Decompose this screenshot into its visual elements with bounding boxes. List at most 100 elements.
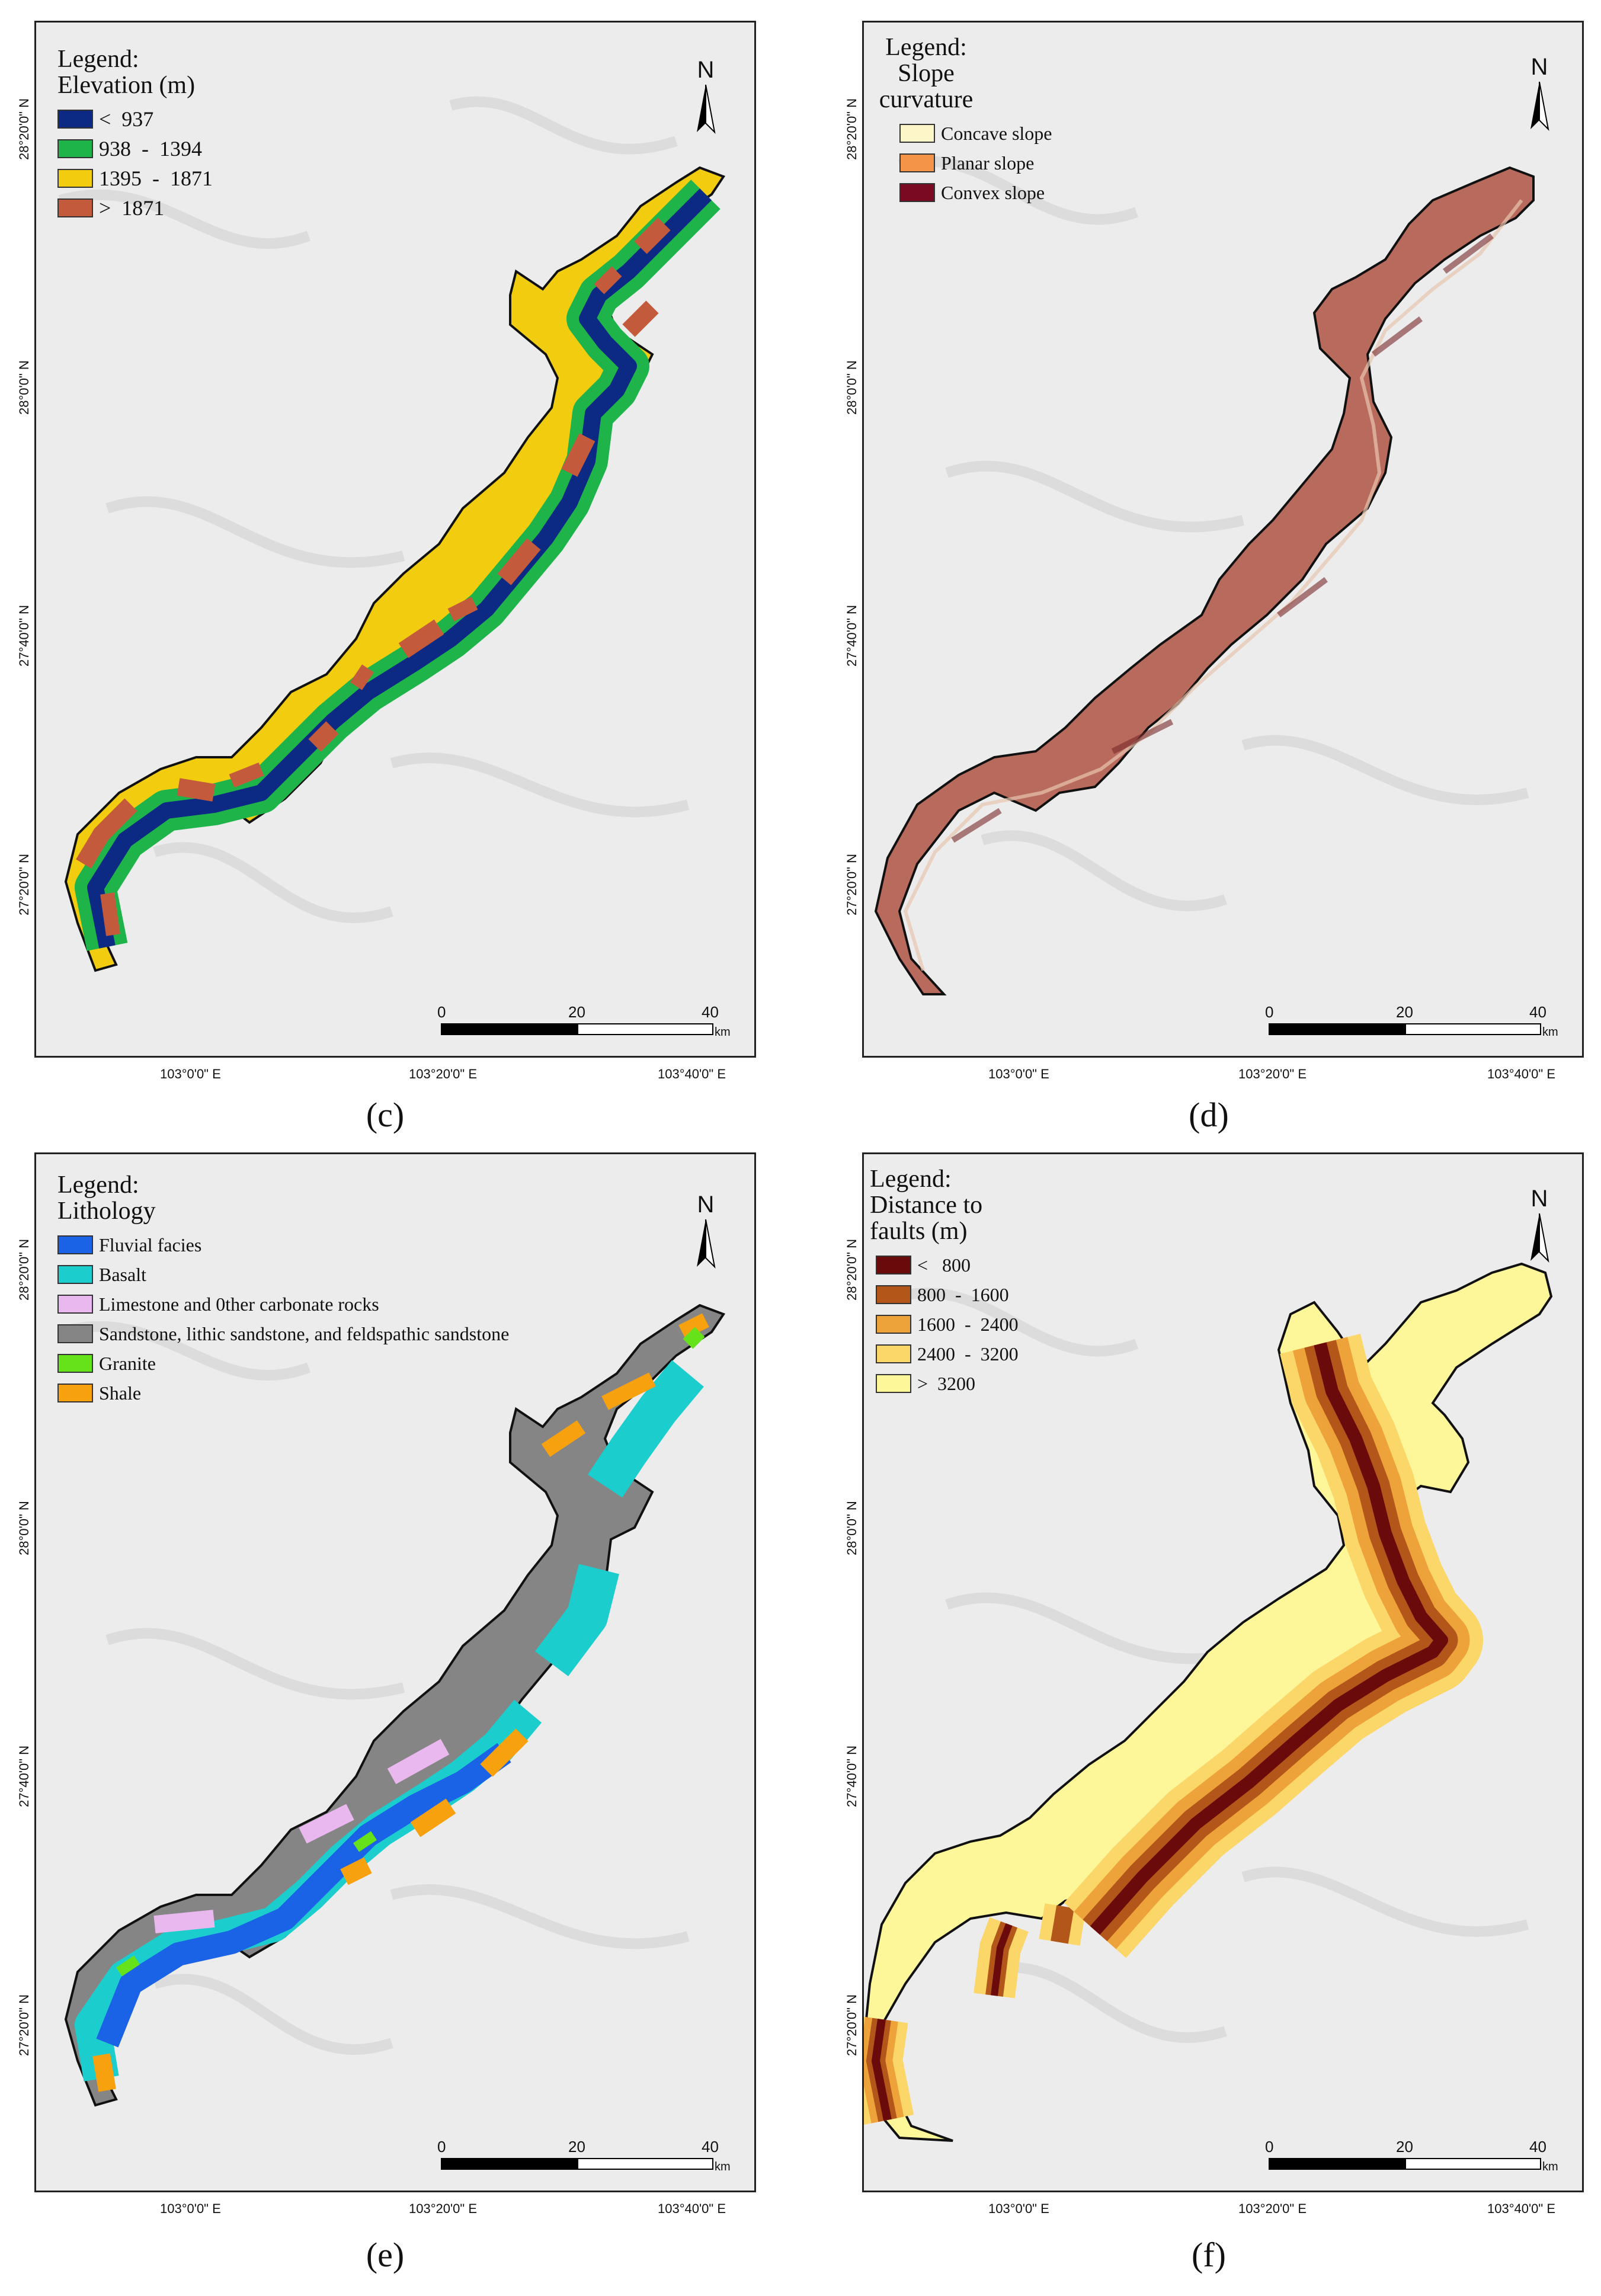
legend-items: < 937 938 - 1394 1395 - 1871 > 1871: [57, 104, 213, 223]
legend-label: > 1871: [99, 196, 165, 220]
north-label: N: [1530, 1186, 1548, 1212]
north-label: N: [697, 1192, 715, 1218]
north-arrow-icon: [697, 1219, 716, 1269]
scale-unit: km: [715, 1026, 731, 1039]
lon-label: 103°0'0" E: [988, 1067, 1049, 1081]
legend-swatch: [57, 1295, 93, 1314]
lat-label: 27°40'0" N: [844, 605, 859, 667]
legend-item: 1600 - 2400: [876, 1309, 1019, 1339]
legend-swatch: [899, 153, 935, 172]
legend-swatch: [57, 1324, 93, 1343]
scale-bar: 0 20 40 km: [437, 2138, 731, 2173]
lon-label: 103°20'0" E: [1238, 2201, 1307, 2216]
lon-label: 103°20'0" E: [409, 1067, 478, 1081]
legend-label: Limestone and 0ther carbonate rocks: [99, 1293, 379, 1315]
lat-label: 28°0'0" N: [844, 360, 859, 415]
legend-item: 2400 - 3200: [876, 1339, 1019, 1369]
legend-swatch: [57, 1384, 93, 1402]
legend-swatch: [899, 124, 935, 143]
legend-label: Concave slope: [941, 122, 1052, 144]
legend-item: Fluvial facies: [57, 1230, 509, 1260]
legend-title: Legend: Distance to faults (m): [870, 1165, 983, 1245]
lat-label: 27°40'0" N: [844, 1746, 859, 1807]
legend-label: < 937: [99, 107, 154, 131]
legend-swatch: [57, 1235, 93, 1254]
scale-bar-white: [577, 2158, 713, 2170]
legend-item: 800 - 1600: [876, 1280, 1019, 1309]
lat-label: 27°20'0" N: [17, 854, 31, 915]
legend-title: Legend: Slope curvature: [879, 34, 974, 113]
legend-item: 938 - 1394: [57, 134, 213, 164]
legend-label: 1395 - 1871: [99, 166, 213, 190]
scale-bar-black: [441, 2158, 577, 2170]
lat-label: 27°40'0" N: [17, 605, 31, 667]
legend-item: Sandstone, lithic sandstone, and feldspa…: [57, 1319, 509, 1349]
lon-label: 103°40'0" E: [658, 1067, 726, 1081]
lon-label: 103°40'0" E: [1487, 1067, 1556, 1081]
lat-label: 28°20'0" N: [17, 98, 31, 160]
legend-item: < 937: [57, 104, 213, 134]
north-label: N: [1530, 54, 1548, 80]
north-arrow: N: [688, 58, 723, 138]
legend-swatch: [57, 169, 93, 188]
scale-tick: 0: [1265, 1003, 1274, 1021]
legend-label: Sandstone, lithic sandstone, and feldspa…: [99, 1322, 510, 1344]
north-arrow: N: [688, 1193, 723, 1273]
scale-bar-black: [441, 1023, 577, 1035]
scale-bar: 0 20 40 km: [1265, 2138, 1558, 2173]
map-panel-lithology: Legend: Lithology Fluvial facies Basalt Li…: [34, 1152, 756, 2192]
north-arrow: N: [1522, 1187, 1557, 1267]
panel-caption: (f): [1192, 2236, 1226, 2274]
legend-label: Granite: [99, 1352, 156, 1374]
scale-tick: 0: [437, 1003, 446, 1021]
legend-swatch: [57, 110, 93, 129]
scale-tick: 40: [702, 1003, 719, 1021]
north-arrow-icon: [1530, 81, 1549, 131]
legend-items: Fluvial facies Basalt Limestone and 0ther …: [57, 1230, 509, 1408]
lon-label: 103°20'0" E: [1238, 1067, 1307, 1081]
legend-items: < 800 800 - 1600 1600 - 2400 2400 - 3200 > 3…: [876, 1250, 1019, 1398]
scale-unit: km: [1542, 2160, 1558, 2173]
legend-items: Concave slope Planar slope Convex slope: [899, 119, 1052, 207]
legend-swatch: [876, 1256, 911, 1275]
legend-title: Legend: Elevation (m): [57, 46, 196, 99]
lon-label: 103°20'0" E: [409, 2201, 478, 2216]
legend-label: < 800: [917, 1254, 971, 1276]
legend-swatch: [876, 1285, 911, 1304]
legend-item: Shale: [57, 1378, 509, 1408]
legend: Legend: Lithology Fluvial facies Basalt Li…: [57, 1172, 509, 1408]
map-canvas: [864, 23, 1582, 1056]
lat-label: 28°0'0" N: [844, 1501, 859, 1555]
lat-label: 28°20'0" N: [17, 1239, 31, 1301]
legend-item: Basalt: [57, 1260, 509, 1289]
legend-label: Basalt: [99, 1263, 146, 1285]
lat-label: 27°40'0" N: [17, 1746, 31, 1807]
scale-unit: km: [715, 2160, 731, 2173]
lat-label: 28°0'0" N: [17, 1501, 31, 1555]
legend: Legend: Slope curvature Concave slope Pla…: [876, 34, 1052, 207]
legend-swatch: [899, 183, 935, 202]
legend-item: 1395 - 1871: [57, 164, 213, 193]
panel-caption: (c): [366, 1096, 405, 1134]
lon-label: 103°40'0" E: [1487, 2201, 1556, 2216]
legend-item: Limestone and 0ther carbonate rocks: [57, 1289, 509, 1319]
legend-label: 800 - 1600: [917, 1283, 1009, 1305]
scale-tick: 0: [437, 2138, 446, 2156]
legend-label: > 3200: [917, 1372, 976, 1394]
scale-tick: 20: [568, 1003, 585, 1021]
scale-bar-black: [1269, 2158, 1405, 2170]
scale-tick: 40: [702, 2138, 719, 2156]
scale-bar-white: [577, 1023, 713, 1035]
legend-label: 2400 - 3200: [917, 1343, 1019, 1365]
scale-unit: km: [1542, 1026, 1558, 1039]
lat-label: 28°20'0" N: [844, 1239, 859, 1301]
legend-label: Shale: [99, 1382, 142, 1404]
legend-item: Granite: [57, 1349, 509, 1378]
legend-swatch: [57, 1354, 93, 1373]
legend-title: Legend: Lithology: [57, 1171, 156, 1225]
lat-label: 28°20'0" N: [844, 98, 859, 160]
scale-tick: 0: [1265, 2138, 1274, 2156]
north-arrow: N: [1522, 55, 1557, 135]
legend: Legend: Elevation (m) < 937 938 - 1394 139…: [57, 46, 213, 223]
map-canvas: [36, 1154, 754, 2191]
